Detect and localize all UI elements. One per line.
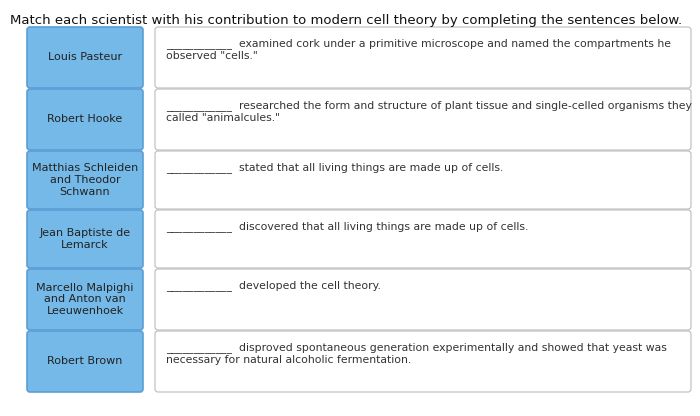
FancyBboxPatch shape bbox=[27, 331, 143, 392]
FancyBboxPatch shape bbox=[155, 151, 691, 209]
FancyBboxPatch shape bbox=[27, 27, 143, 88]
Text: Robert Hooke: Robert Hooke bbox=[48, 114, 122, 124]
FancyBboxPatch shape bbox=[155, 210, 691, 268]
FancyBboxPatch shape bbox=[27, 151, 143, 209]
FancyBboxPatch shape bbox=[27, 269, 143, 330]
FancyBboxPatch shape bbox=[155, 27, 691, 88]
Text: Marcello Malpighi
and Anton van
Leeuwenhoek: Marcello Malpighi and Anton van Leeuwenh… bbox=[36, 283, 134, 316]
FancyBboxPatch shape bbox=[27, 89, 143, 150]
Text: ____________  stated that all living things are made up of cells.: ____________ stated that all living thin… bbox=[166, 162, 503, 173]
Text: Match each scientist with his contribution to modern cell theory by completing t: Match each scientist with his contributi… bbox=[10, 14, 682, 27]
Text: Matthias Schleiden
and Theodor
Schwann: Matthias Schleiden and Theodor Schwann bbox=[32, 163, 138, 197]
Text: Jean Baptiste de
Lemarck: Jean Baptiste de Lemarck bbox=[39, 228, 131, 250]
FancyBboxPatch shape bbox=[155, 89, 691, 150]
Text: ____________  examined cork under a primitive microscope and named the compartme: ____________ examined cork under a primi… bbox=[166, 38, 671, 60]
FancyBboxPatch shape bbox=[27, 210, 143, 268]
Text: ____________  developed the cell theory.: ____________ developed the cell theory. bbox=[166, 280, 381, 291]
FancyBboxPatch shape bbox=[155, 331, 691, 392]
Text: Robert Brown: Robert Brown bbox=[48, 357, 122, 366]
Text: ____________  disproved spontaneous generation experimentally and showed that ye: ____________ disproved spontaneous gener… bbox=[166, 342, 667, 364]
FancyBboxPatch shape bbox=[155, 269, 691, 330]
Text: ____________  researched the form and structure of plant tissue and single-celle: ____________ researched the form and str… bbox=[166, 100, 692, 122]
Text: Louis Pasteur: Louis Pasteur bbox=[48, 52, 122, 62]
Text: ____________  discovered that all living things are made up of cells.: ____________ discovered that all living … bbox=[166, 221, 528, 232]
